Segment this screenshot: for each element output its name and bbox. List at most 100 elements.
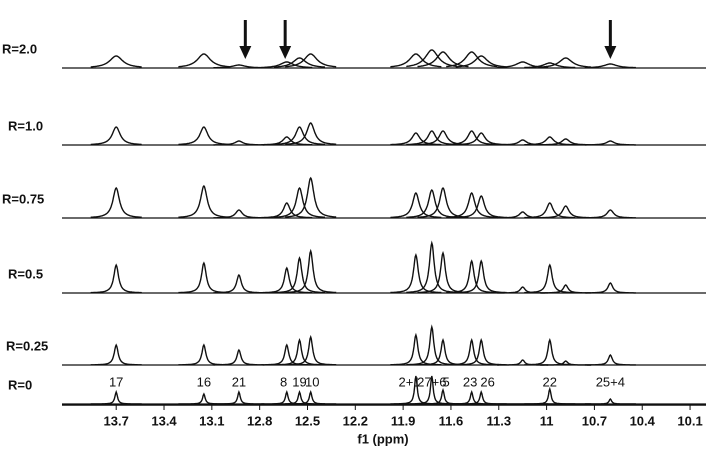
peak bbox=[406, 240, 458, 294]
peak bbox=[540, 284, 592, 294]
peak bbox=[455, 259, 507, 294]
peak bbox=[417, 186, 469, 218]
peak bbox=[213, 140, 265, 146]
peak bbox=[497, 211, 549, 219]
peak-label: 26 bbox=[480, 374, 494, 389]
peak bbox=[540, 205, 592, 219]
series-label: R=0 bbox=[8, 377, 32, 392]
peak bbox=[446, 51, 498, 68]
x-tick-label: 10.1 bbox=[677, 413, 702, 428]
peak bbox=[446, 192, 498, 219]
peak bbox=[261, 136, 313, 146]
peak bbox=[524, 202, 576, 219]
peak bbox=[584, 63, 636, 69]
peak bbox=[213, 273, 265, 294]
peak bbox=[446, 259, 498, 294]
peak bbox=[446, 130, 498, 146]
peak bbox=[178, 261, 230, 294]
x-tick-label: 10.7 bbox=[582, 413, 607, 428]
series-label: R=0.25 bbox=[6, 338, 48, 353]
peak bbox=[261, 202, 313, 219]
series-label: R=1.0 bbox=[8, 118, 43, 133]
peak bbox=[540, 57, 592, 68]
peak bbox=[584, 140, 636, 146]
peak bbox=[497, 359, 549, 366]
peak bbox=[285, 176, 337, 218]
peak bbox=[584, 397, 636, 405]
peak bbox=[178, 184, 230, 218]
peak bbox=[213, 64, 265, 69]
peak bbox=[178, 126, 230, 146]
peak bbox=[274, 57, 325, 68]
peak bbox=[90, 389, 142, 405]
peak-label: 21 bbox=[232, 374, 246, 389]
x-tick-label: 10.4 bbox=[630, 413, 656, 428]
peak-label: 19 bbox=[292, 374, 306, 389]
peak-label: 5 bbox=[443, 374, 450, 389]
peak bbox=[178, 392, 230, 405]
peak bbox=[178, 343, 230, 366]
peak-label: 25+4 bbox=[596, 374, 625, 389]
peak bbox=[285, 53, 337, 68]
x-tick-label: 11.3 bbox=[486, 413, 511, 428]
peak bbox=[285, 248, 337, 294]
peak bbox=[524, 338, 576, 366]
peak bbox=[213, 348, 265, 366]
peak bbox=[390, 132, 442, 146]
peak bbox=[417, 51, 469, 68]
peak bbox=[406, 49, 458, 68]
x-tick-label: 11.9 bbox=[391, 413, 416, 428]
x-tick-label: 13.4 bbox=[151, 413, 177, 428]
peak-label: 23 bbox=[463, 374, 477, 389]
arrow-head bbox=[604, 46, 617, 59]
series-label: R=0.75 bbox=[2, 191, 44, 206]
peak-label: 16 bbox=[197, 374, 211, 389]
peak-label: 2+1 bbox=[398, 374, 420, 389]
x-tick-label: 11 bbox=[540, 413, 554, 428]
peak bbox=[213, 390, 265, 405]
peak bbox=[90, 126, 142, 146]
peak bbox=[524, 263, 576, 294]
x-tick-label: 12.2 bbox=[343, 413, 368, 428]
peak bbox=[540, 360, 592, 366]
peak bbox=[273, 256, 326, 294]
peak bbox=[446, 390, 498, 405]
peak bbox=[497, 139, 549, 146]
peak bbox=[90, 55, 142, 68]
arrow-head bbox=[279, 46, 292, 59]
x-axis-label: f1 (ppm) bbox=[357, 431, 408, 446]
peak bbox=[261, 266, 313, 294]
peak bbox=[390, 252, 442, 294]
x-tick-label: 13.1 bbox=[199, 413, 224, 428]
peak bbox=[90, 343, 142, 366]
peak bbox=[524, 62, 576, 69]
peak bbox=[274, 338, 325, 366]
peak bbox=[584, 353, 636, 366]
peak bbox=[178, 53, 230, 68]
peak bbox=[274, 126, 325, 146]
x-tick-label: 11.6 bbox=[439, 413, 464, 428]
series-label: R=0.5 bbox=[8, 266, 43, 281]
series-label: R=2.0 bbox=[2, 41, 37, 56]
peak bbox=[390, 53, 442, 68]
peak bbox=[213, 209, 265, 219]
peak bbox=[455, 195, 507, 219]
peak bbox=[524, 136, 576, 146]
peak bbox=[455, 55, 507, 68]
peak bbox=[584, 209, 636, 219]
peak bbox=[455, 390, 507, 405]
peak bbox=[390, 332, 442, 366]
peak bbox=[90, 263, 142, 294]
peak bbox=[524, 386, 576, 405]
peak-label: 17 bbox=[109, 374, 123, 389]
peak bbox=[285, 334, 337, 366]
peak bbox=[273, 186, 326, 218]
peak bbox=[497, 286, 549, 294]
peak-label: 22 bbox=[543, 374, 557, 389]
peak bbox=[285, 390, 337, 405]
peak-label: 27+6 bbox=[417, 374, 446, 389]
peak bbox=[285, 122, 337, 145]
arrow-head bbox=[239, 46, 252, 59]
peak-label: 10 bbox=[305, 374, 319, 389]
